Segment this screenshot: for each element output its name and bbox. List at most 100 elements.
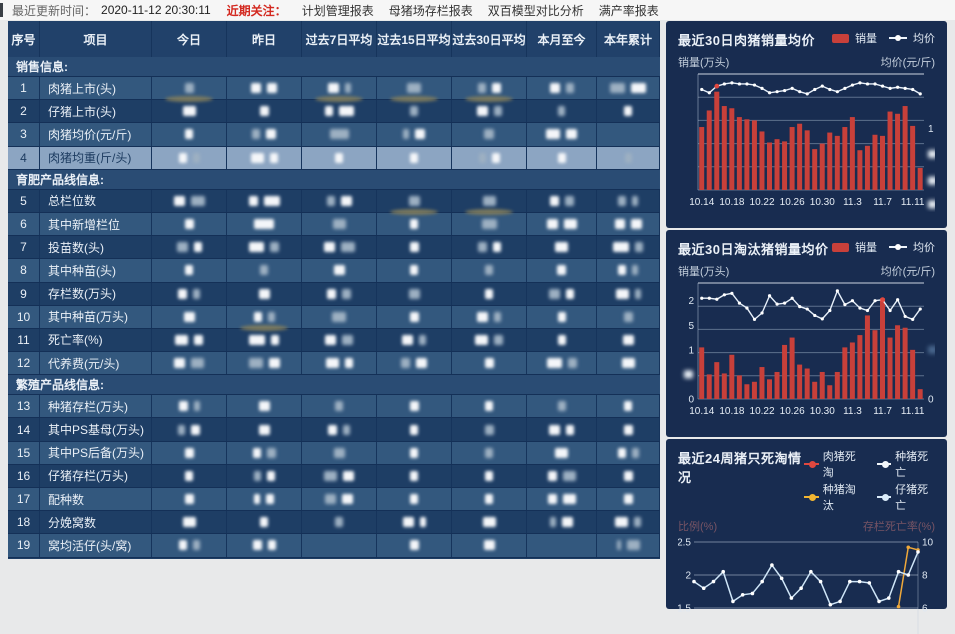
line-point: [820, 317, 824, 321]
legend-item-1[interactable]: 种猪死亡: [876, 448, 935, 480]
redacted-value-blob: [323, 242, 335, 253]
x-tick-label: 10.14: [689, 406, 714, 417]
legend-item-3[interactable]: 仔猪死亡: [876, 481, 935, 513]
legend-item-sales[interactable]: 销量: [855, 242, 877, 254]
redacted-value-blob: [616, 540, 621, 551]
price-line-legend-mark: [889, 244, 907, 250]
value-cell-redacted: [597, 212, 660, 236]
redacted-value-blob: [618, 195, 626, 206]
redacted-value-blob: [624, 401, 632, 412]
x-tick-label: 11.3: [843, 197, 862, 208]
value-cell-redacted: [597, 441, 660, 464]
table-row-11[interactable]: 11 死亡率(%): [8, 324, 660, 353]
line-point: [760, 86, 764, 90]
highlight-point: [714, 83, 720, 89]
table-row-6[interactable]: 6 其中新增栏位: [8, 208, 660, 237]
series-point: [779, 576, 784, 581]
bar: [827, 385, 833, 399]
table-row-12[interactable]: 12 代养费(元/头): [8, 352, 660, 376]
redacted-value-blob: [482, 517, 496, 528]
redacted-value-blob: [178, 152, 187, 163]
redacted-value-blob: [258, 288, 270, 299]
value-cell-redacted: [597, 305, 660, 328]
legend-item-0[interactable]: 肉猪死淘: [804, 448, 862, 480]
redacted-value-blob: [634, 288, 641, 299]
y-tick-label-right: 8: [922, 571, 928, 582]
table-row-9[interactable]: 9 存栏数(万头): [8, 282, 660, 306]
legend-label: 仔猪死亡: [895, 484, 929, 512]
row-label: 分娩窝数: [40, 511, 152, 534]
bar: [812, 381, 818, 399]
header-cell-6: 过去30日平均: [452, 21, 527, 57]
header-cell-8: 本年累计: [597, 21, 660, 57]
chart-legend: 肉猪死淘 种猪死亡 种猪淘汰 仔猪死亡: [804, 448, 935, 513]
value-cell-redacted: [227, 324, 302, 352]
value-cell-redacted: [597, 328, 660, 352]
value-cell-redacted: [227, 441, 302, 464]
table-row-16[interactable]: 16 仔猪存栏(万头): [8, 464, 660, 488]
redacted-value-blob: [631, 447, 639, 458]
redacted-tick: [928, 150, 935, 159]
bar: [759, 367, 765, 399]
sales-bar-legend-swatch: [832, 242, 849, 252]
y-tick-label: 0: [688, 395, 694, 406]
legend-item-price[interactable]: 均价: [913, 33, 935, 45]
table-row-8[interactable]: 8 其中种苗(头): [8, 259, 660, 283]
redacted-value-blob: [416, 358, 427, 369]
value-cell-redacted: [227, 259, 302, 282]
bar: [834, 135, 840, 190]
redacted-value-blob: [494, 334, 503, 345]
value-cell-redacted: [152, 236, 227, 259]
table-row-14[interactable]: 14 其中PS基母(万头): [8, 418, 660, 442]
table-row-19[interactable]: 19 窝均活仔(头/窝): [8, 534, 660, 558]
row-number: 19: [8, 534, 40, 557]
chart-legend: 销量 均价: [832, 30, 935, 46]
legend-item-2[interactable]: 种猪淘汰: [804, 481, 862, 513]
legend-item-price[interactable]: 均价: [913, 242, 935, 254]
blur-artifact: [240, 324, 288, 331]
redacted-value-blob: [402, 334, 413, 345]
redacted-value-blob: [550, 517, 556, 528]
topbar-link-2[interactable]: 双百模型对比分析: [487, 3, 584, 18]
table-row-3[interactable]: 3 肉猪均价(元/斤): [8, 123, 660, 147]
value-cell-redacted: [597, 282, 660, 305]
series-line-种猪淘汰: [897, 546, 919, 607]
value-cell-redacted: [597, 236, 660, 259]
line-point: [752, 83, 757, 87]
topbar-link-1[interactable]: 母猪场存栏报表: [388, 3, 473, 18]
table-row-13[interactable]: 13 种猪存栏(万头): [8, 395, 660, 419]
bar: [714, 362, 720, 399]
chart-card-death-cull-weekly: 最近24周猪只死淘情况 肉猪死淘 种猪死亡 种猪淘汰 仔猪死亡 比例(%) 存栏死亡率…: [666, 439, 947, 634]
value-cell-redacted: [377, 282, 452, 305]
table-row-2[interactable]: 2 仔猪上市(头): [8, 96, 660, 124]
row-label: 其中PS基母(万头): [40, 418, 152, 441]
table-row-17[interactable]: 17 配种数: [8, 488, 660, 512]
topbar: 最近更新时间： 2020-11-12 20:30:11 近期关注： 计划管理报表…: [0, 0, 955, 20]
legend-item-sales[interactable]: 销量: [855, 33, 877, 45]
row-number: 13: [8, 395, 40, 418]
line-point: [783, 301, 787, 305]
table-row-10[interactable]: 10 其中种苗(万头): [8, 305, 660, 329]
row-label: 存栏数(万头): [40, 282, 152, 305]
value-cell-redacted: [302, 236, 377, 259]
value-cell-redacted: [377, 352, 452, 375]
section-header-row: 销售信息:: [8, 57, 660, 77]
topbar-link-3[interactable]: 满产率报表: [598, 3, 659, 18]
table-row-5[interactable]: 5 总栏位数: [8, 189, 660, 213]
topbar-link-0[interactable]: 计划管理报表: [301, 3, 374, 18]
value-cell-redacted: [377, 328, 452, 352]
table-row-4[interactable]: 4 肉猪均重(斤/头): [8, 146, 660, 170]
row-label: 其中PS后备(万头): [40, 441, 152, 464]
value-cell-redacted: [227, 352, 302, 375]
bar: [895, 325, 901, 399]
line-point: [903, 314, 907, 319]
table-row-18[interactable]: 18 分娩窝数: [8, 511, 660, 535]
blur-artifact: [390, 96, 438, 103]
table-row-15[interactable]: 15 其中PS后备(万头): [8, 441, 660, 465]
redacted-value-blob: [344, 83, 351, 94]
bar: [895, 113, 901, 190]
row-label: 其中种苗(万头): [40, 305, 152, 328]
x-tick-label: 10.22: [750, 406, 775, 417]
redacted-value-blob: [332, 311, 346, 322]
table-row-7[interactable]: 7 投苗数(头): [8, 236, 660, 260]
